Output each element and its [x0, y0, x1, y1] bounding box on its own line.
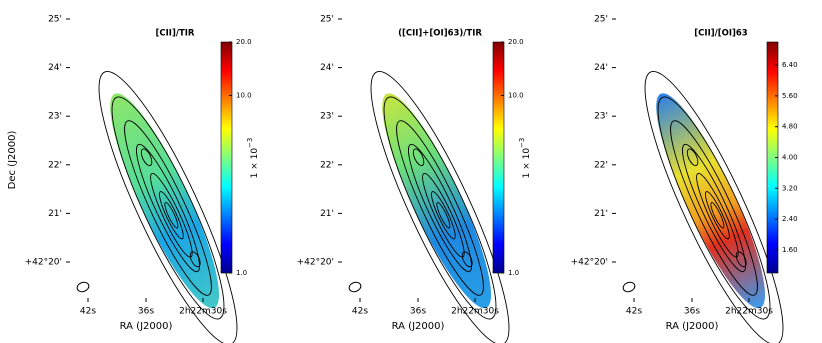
panel: [CII]/[OI]63 25' 24' 23' 22' 21' +42°20' 42s 36s… — [571, 15, 798, 343]
y-tick-label: 21' — [594, 209, 608, 219]
galaxy-map — [644, 71, 784, 343]
colorbar-tick-label: 5.60 — [782, 92, 798, 100]
contour — [461, 251, 473, 268]
ratio-map — [110, 93, 220, 309]
y-tick-label: 21' — [320, 209, 334, 219]
x-tick-label: 36s — [410, 307, 426, 317]
contour — [431, 191, 456, 240]
colorbar-label-base: 1 × 10 — [250, 148, 260, 179]
contour — [710, 202, 725, 229]
y-tick-label: 24' — [320, 63, 334, 73]
contour — [682, 143, 746, 273]
panel-title: ([CII]+[OI]63)/TIR — [398, 29, 482, 39]
y-tick-label: 21' — [48, 209, 62, 219]
panel-title: [CII]/[OI]63 — [694, 29, 748, 39]
x-tick-label: 42s — [626, 307, 642, 317]
beam — [622, 281, 636, 293]
colorbar-tick-label: 20.0 — [508, 38, 524, 46]
x-tick-label: 2h22m30s — [725, 307, 773, 317]
x-axis-label: RA (J2000) — [120, 321, 173, 332]
x-tick-label: 36s — [684, 307, 700, 317]
y-tick-label: 23' — [594, 112, 608, 122]
y-tick-label: 24' — [594, 63, 608, 73]
y-axis-label: Dec (J2000) — [7, 131, 18, 190]
colorbar-tick-label: 10.0 — [508, 91, 524, 99]
y-tick-label: 25' — [594, 15, 608, 25]
contour — [383, 96, 497, 320]
beam — [348, 281, 362, 293]
colorbar-label: 1 × 10−3 — [246, 138, 260, 179]
x-tick-label: 2h22m30s — [179, 307, 227, 317]
contour — [111, 96, 225, 320]
x-tick-label: 36s — [138, 307, 154, 317]
colorbar-tick-label: 1.0 — [508, 269, 519, 277]
y-tick-label: 22' — [320, 160, 334, 170]
ratio-map — [656, 93, 766, 309]
y-tick-label: 25' — [320, 15, 334, 25]
contour — [657, 96, 771, 320]
y-tick-label: 25' — [48, 15, 62, 25]
colorbar-tick-label: 10.0 — [236, 91, 252, 99]
x-axis-label: RA (J2000) — [392, 321, 445, 332]
colorbar-tick-label: 4.80 — [782, 123, 798, 131]
y-tick-label: +42°20' — [571, 258, 608, 268]
contour — [436, 202, 451, 229]
panel-title: [CII]/TIR — [156, 29, 195, 39]
contour — [159, 191, 184, 240]
y-tick-label: 22' — [594, 160, 608, 170]
colorbar-label-exponent: −3 — [246, 138, 254, 148]
colorbar-tick-label: 20.0 — [236, 38, 252, 46]
x-axis-label: RA (J2000) — [666, 321, 719, 332]
y-tick-label: 23' — [320, 112, 334, 122]
contour — [686, 148, 699, 167]
contour — [408, 143, 472, 273]
galaxy-map — [98, 71, 238, 343]
contour — [735, 251, 747, 268]
ratio-map — [382, 93, 492, 309]
contour — [705, 191, 730, 240]
y-tick-label: 23' — [48, 112, 62, 122]
contour — [644, 71, 784, 343]
y-tick-label: +42°20' — [25, 258, 62, 268]
x-tick-label: 2h22m30s — [451, 307, 499, 317]
x-tick-label: 42s — [80, 307, 96, 317]
y-tick-label: +42°20' — [297, 258, 334, 268]
y-tick-label: 22' — [48, 160, 62, 170]
panel: [CII]/TIR 25' 24' 23' 22' 21' +42°20' 42s 36s 2h2… — [7, 15, 260, 343]
contour — [422, 172, 465, 258]
colorbar-label-base: 1 × 10 — [522, 148, 532, 179]
colorbar-label: 1 × 10−3 — [518, 138, 532, 179]
y-tick-label: 24' — [48, 63, 62, 73]
colorbar-tick-label: 3.20 — [782, 184, 798, 192]
contour — [164, 202, 179, 229]
colorbar-tick-label: 6.40 — [782, 61, 798, 69]
colorbar-label-exponent: −3 — [518, 138, 526, 148]
contour — [140, 148, 153, 167]
contour — [189, 251, 201, 268]
colorbar-tick-label: 2.40 — [782, 215, 798, 223]
contour — [412, 148, 425, 167]
contour — [136, 143, 200, 273]
colorbar-tick-label: 1.60 — [782, 246, 798, 254]
colorbar-tick-label: 1.0 — [236, 269, 247, 277]
x-tick-label: 42s — [352, 307, 368, 317]
contour — [98, 71, 238, 343]
panel: ([CII]+[OI]63)/TIR 25' 24' 23' 22' 21' +42°20'… — [297, 15, 532, 343]
galaxy-map — [370, 71, 510, 343]
colorbar — [492, 41, 505, 274]
contour — [150, 172, 193, 258]
colorbar — [220, 41, 233, 274]
beam — [76, 281, 90, 293]
contour — [370, 71, 510, 343]
colorbar-tick-label: 4.00 — [782, 154, 798, 162]
contour — [696, 172, 739, 258]
